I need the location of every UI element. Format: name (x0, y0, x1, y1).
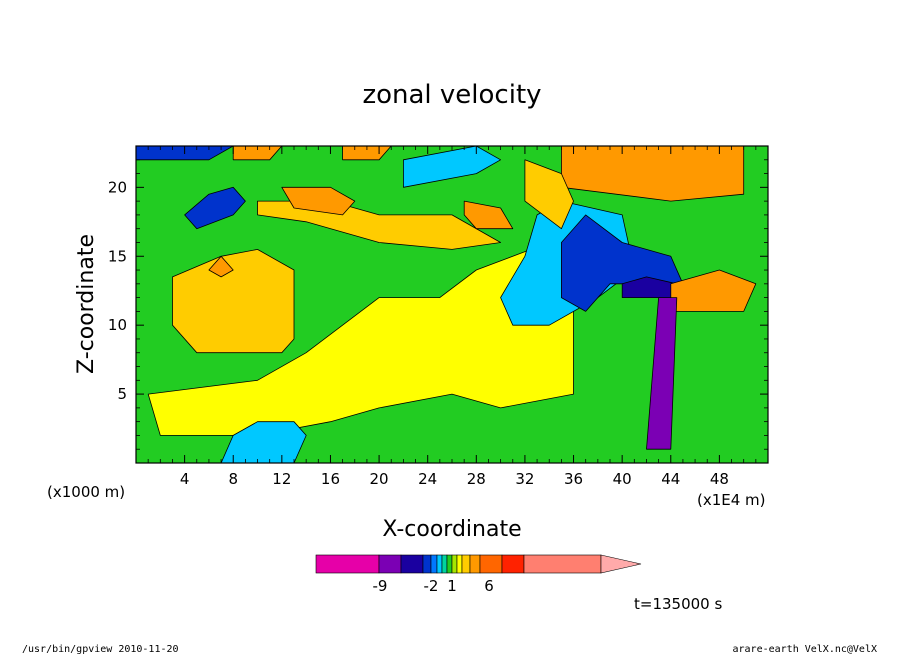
x-unit-left: (x1000 m) (47, 483, 125, 501)
x-tick-label: 28 (467, 470, 486, 488)
colorbar-label: -2 (424, 577, 439, 595)
x-tick-label: 12 (272, 470, 291, 488)
colorbar-segment-3 (422, 554, 432, 574)
contour-region-12 (561, 146, 745, 202)
contour-region-14 (184, 186, 246, 230)
colorbar-segment-14 (523, 554, 602, 574)
time-label: t=135000 s (634, 595, 722, 613)
x-axis-label: X-coordinate (382, 517, 521, 542)
contour-region-6 (208, 255, 234, 278)
colorbar-arrow (600, 554, 642, 574)
y-axis-label: Z-coordinate (74, 234, 99, 374)
contour-region-16 (402, 146, 502, 188)
x-tick-label: 8 (228, 470, 238, 488)
contour-region-4 (281, 186, 356, 216)
y-axis: 5 10 15 20 (108, 159, 768, 450)
x-tick-label: 36 (564, 470, 583, 488)
contour-region-2 (172, 248, 295, 354)
contour-region-7 (220, 421, 307, 463)
y-tick-label: 10 (108, 316, 127, 334)
x-tick-label: 40 (613, 470, 632, 488)
y-tick-label: 20 (108, 178, 127, 196)
contour-region-5 (463, 200, 514, 230)
contour-region-3 (257, 200, 502, 250)
colorbar-segment-4 (430, 554, 438, 574)
x-tick-label: 24 (418, 470, 437, 488)
contour-region-11 (670, 269, 757, 312)
x-tick-label: 4 (180, 470, 190, 488)
colorbar-label: 6 (484, 577, 494, 595)
colorbar-segment-2 (400, 554, 424, 574)
colorbar: -9 -2 1 6 (315, 554, 642, 595)
colorbar-segment-13 (501, 554, 525, 574)
x-tick-label: 20 (370, 470, 389, 488)
y-tick-label: 15 (108, 247, 127, 265)
x-tick-label: 32 (515, 470, 534, 488)
colorbar-segment-8 (451, 554, 458, 574)
colorbar-label: -9 (373, 577, 388, 595)
x-tick-label: 16 (321, 470, 340, 488)
x-tick-label: 48 (710, 470, 729, 488)
footer-right: arare-earth_VelX.nc@VelX (733, 644, 878, 654)
colorbar-segment-11 (469, 554, 481, 574)
colorbar-segment-10 (461, 554, 471, 574)
x-axis: 4 8 12 16 20 24 28 32 36 40 44 48 (147, 146, 757, 488)
x-unit-right: (x1E4 m) (697, 491, 766, 509)
colorbar-segment-0 (315, 554, 380, 574)
colorbar-segment-6 (441, 554, 448, 574)
x-tick-label: 44 (661, 470, 680, 488)
colorbar-label: 1 (447, 577, 457, 595)
colorbar-segment-7 (446, 554, 453, 574)
colorbar-segment-1 (378, 554, 402, 574)
y-tick-label: 5 (117, 385, 127, 403)
colorbar-segment-9 (456, 554, 463, 574)
velocity-field (136, 146, 768, 463)
colorbar-segment-5 (436, 554, 443, 574)
contour-region-13 (524, 159, 574, 230)
contour-region-19 (646, 297, 678, 450)
footer-left: /usr/bin/gpview 2010-11-20 (22, 644, 179, 654)
colorbar-segment-12 (479, 554, 503, 574)
chart-title: zonal velocity (362, 80, 541, 110)
